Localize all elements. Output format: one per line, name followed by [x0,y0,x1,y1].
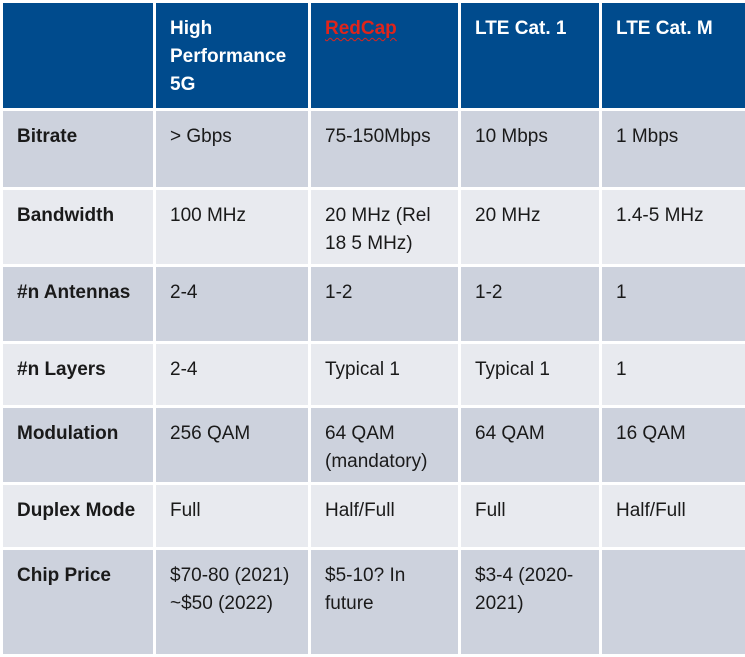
row-label: Chip Price [2,549,155,656]
cell-high-performance-5g: 2-4 [155,343,310,407]
table-row-antennas: #n Antennas 2-4 1-2 1-2 1 [2,266,745,343]
cell-high-performance-5g: 256 QAM [155,407,310,484]
row-label: Modulation [2,407,155,484]
cell-lte-cat-m: 1 [601,343,745,407]
cell-redcap: 64 QAM (mandatory) [310,407,460,484]
cell-lte-cat-1: 1-2 [460,266,601,343]
cell-lte-cat-m: Half/Full [601,484,745,549]
cell-high-performance-5g: > Gbps [155,110,310,189]
cell-lte-cat-m: 16 QAM [601,407,745,484]
cell-redcap: Half/Full [310,484,460,549]
cell-lte-cat-1: $3-4 (2020-2021) [460,549,601,656]
row-label: Duplex Mode [2,484,155,549]
cell-redcap: 20 MHz (Rel 18 5 MHz) [310,189,460,266]
cell-lte-cat-1: Full [460,484,601,549]
cell-lte-cat-m: 1 [601,266,745,343]
row-label: Bandwidth [2,189,155,266]
cell-lte-cat-1: Typical 1 [460,343,601,407]
cell-lte-cat-m: 1 Mbps [601,110,745,189]
cell-redcap: 75-150Mbps [310,110,460,189]
cell-high-performance-5g: 2-4 [155,266,310,343]
row-label: #n Layers [2,343,155,407]
table-row-duplex-mode: Duplex Mode Full Half/Full Full Half/Ful… [2,484,745,549]
cell-high-performance-5g: $70-80 (2021) ~$50 (2022) [155,549,310,656]
header-lte-cat-m: LTE Cat. M [601,2,745,110]
cell-lte-cat-m [601,549,745,656]
header-redcap: RedCap [310,2,460,110]
row-label: Bitrate [2,110,155,189]
header-high-performance-5g: High Performance 5G [155,2,310,110]
cell-redcap: 1-2 [310,266,460,343]
cell-lte-cat-1: 64 QAM [460,407,601,484]
table-row-chip-price: Chip Price $70-80 (2021) ~$50 (2022) $5-… [2,549,745,656]
cell-redcap: $5-10? In future [310,549,460,656]
cell-high-performance-5g: 100 MHz [155,189,310,266]
table-row-bandwidth: Bandwidth 100 MHz 20 MHz (Rel 18 5 MHz) … [2,189,745,266]
table-row-layers: #n Layers 2-4 Typical 1 Typical 1 1 [2,343,745,407]
table-row-bitrate: Bitrate > Gbps 75-150Mbps 10 Mbps 1 Mbps [2,110,745,189]
cell-high-performance-5g: Full [155,484,310,549]
cell-redcap: Typical 1 [310,343,460,407]
header-corner-cell [2,2,155,110]
redcap-label: RedCap [325,18,397,39]
header-lte-cat-1: LTE Cat. 1 [460,2,601,110]
cell-lte-cat-m: 1.4-5 MHz [601,189,745,266]
table-row-modulation: Modulation 256 QAM 64 QAM (mandatory) 64… [2,407,745,484]
header-row: High Performance 5G RedCap LTE Cat. 1 LT… [2,2,745,110]
cell-lte-cat-1: 20 MHz [460,189,601,266]
row-label: #n Antennas [2,266,155,343]
cell-lte-cat-1: 10 Mbps [460,110,601,189]
